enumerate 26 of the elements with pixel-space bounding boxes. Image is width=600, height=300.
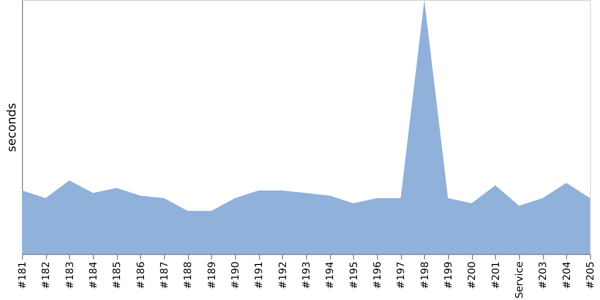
- x-tick-label: #190: [230, 262, 242, 289]
- x-tick-label: #205: [586, 262, 596, 289]
- x-tick-label: #200: [467, 262, 478, 289]
- x-tick-label: #189: [206, 262, 218, 289]
- x-tick-label: #184: [88, 262, 100, 289]
- x-tick-label: #194: [325, 262, 336, 289]
- x-tick-label: Service: [514, 262, 526, 298]
- x-tick-label: #185: [112, 262, 124, 289]
- x-tick-label: #188: [183, 262, 194, 289]
- x-tick-label: #195: [348, 262, 360, 289]
- x-tick-label: #198: [420, 262, 431, 289]
- x-tick-label: #191: [254, 262, 266, 289]
- x-tick-label: #199: [444, 262, 454, 289]
- x-tick-label: #192: [278, 262, 289, 289]
- x-tick-label: #201: [490, 262, 502, 289]
- x-tick-label: #186: [136, 262, 147, 289]
- x-tick-label: #204: [562, 262, 573, 289]
- x-tick-label: #181: [18, 262, 28, 289]
- x-tick-label: #183: [64, 262, 76, 289]
- y-axis-title: seconds: [4, 102, 18, 152]
- x-tick-label: #203: [538, 262, 550, 289]
- x-tick-label: #196: [372, 262, 384, 289]
- x-tick-label: #187: [160, 262, 170, 289]
- x-tick-label: #193: [302, 262, 312, 289]
- x-tick-label: #197: [396, 262, 408, 289]
- x-tick-label: #182: [41, 262, 52, 289]
